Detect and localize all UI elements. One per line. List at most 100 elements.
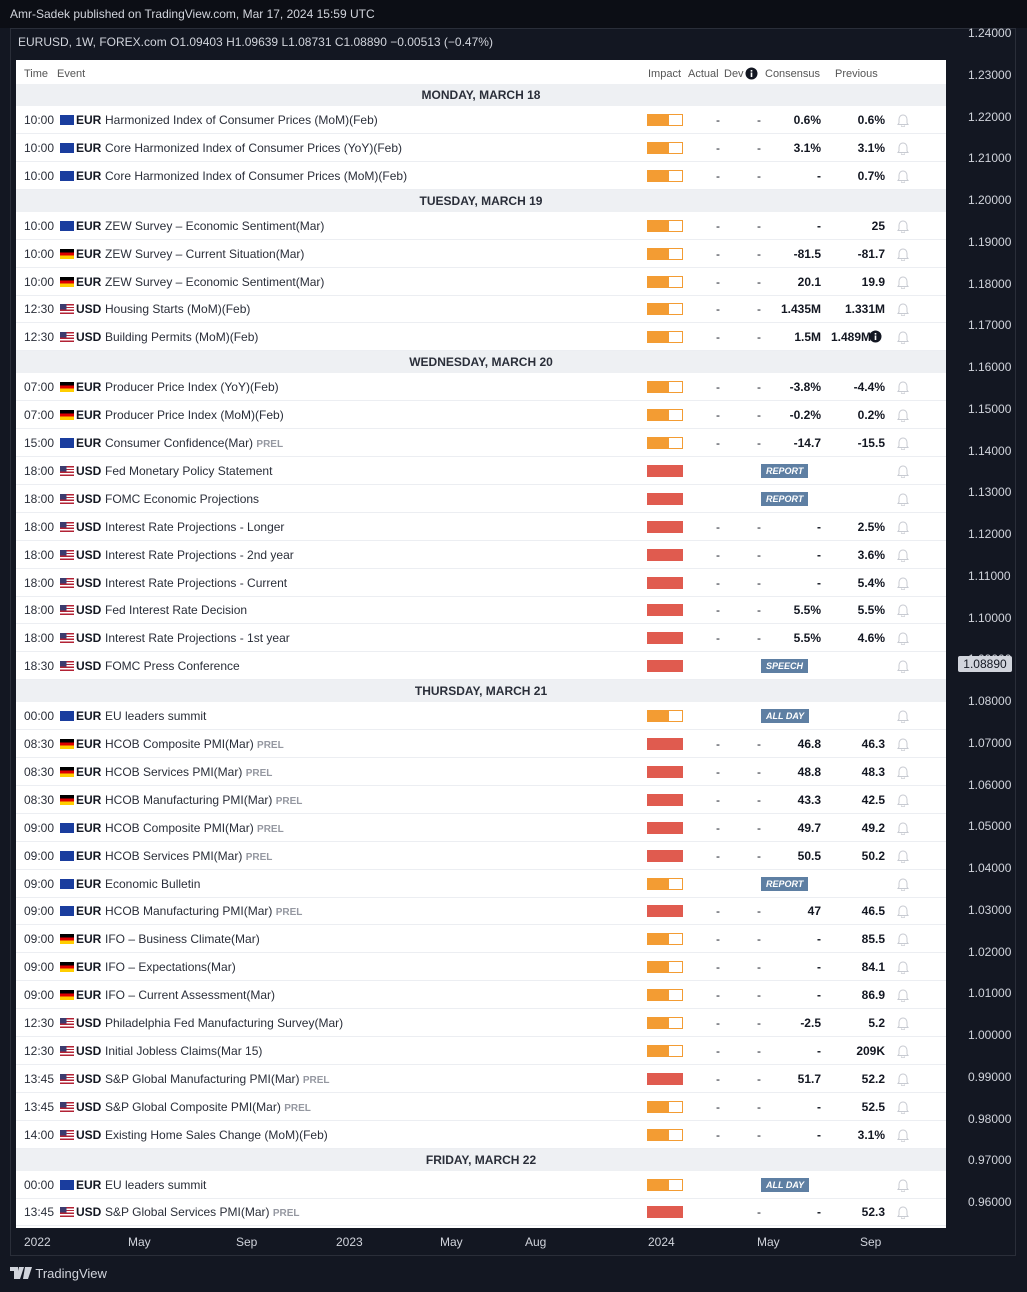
bell[interactable]: [897, 1073, 909, 1089]
event-row[interactable]: 18:30 USD FOMC Press Conference SPEECH: [16, 652, 946, 681]
event-row[interactable]: 00:00 EUR EU leaders summit ALL DAY: [16, 702, 946, 731]
event-row[interactable]: 00:00 EUR EU leaders summit ALL DAY: [16, 1171, 946, 1199]
bell[interactable]: [897, 409, 909, 425]
badge[interactable]: SPEECH: [761, 659, 809, 674]
bell[interactable]: [897, 660, 909, 676]
bell[interactable]: [897, 437, 909, 453]
bell[interactable]: [897, 114, 909, 130]
flag: [60, 661, 74, 672]
event-row[interactable]: 18:00 USD Interest Rate Projections - Long…: [16, 513, 946, 541]
event-row[interactable]: 18:00 USD Fed Interest Rate Decision - - 5.5%…: [16, 596, 946, 625]
badge[interactable]: REPORT: [761, 491, 809, 506]
event-row[interactable]: 18:00 USD Interest Rate Projections - 1st …: [16, 624, 946, 653]
currency: EUR: [76, 168, 102, 183]
event-row[interactable]: 08:30 EUR HCOB Services PMI(Mar) PREL - - 48.…: [16, 758, 946, 786]
event: ZEW Survey – Current Situation(Mar): [105, 247, 304, 261]
bell[interactable]: [897, 275, 909, 292]
bell[interactable]: [897, 170, 909, 186]
event-row[interactable]: 10:00 EUR ZEW Survey – Economic Sentiment(…: [16, 268, 946, 296]
bell[interactable]: [897, 1045, 909, 1061]
bell[interactable]: [897, 381, 909, 397]
dev: -: [757, 218, 761, 233]
bell[interactable]: [897, 1129, 909, 1145]
event-row[interactable]: 09:00 EUR HCOB Composite PMI(Mar) PREL - - 49…: [16, 814, 946, 842]
bell[interactable]: [897, 576, 909, 593]
bell[interactable]: [897, 493, 909, 509]
consensus: -: [817, 960, 821, 975]
badge[interactable]: REPORT: [761, 876, 809, 891]
event-row[interactable]: 10:00 EUR ZEW Survey – Current Situation(M…: [16, 240, 946, 268]
bell[interactable]: [897, 521, 909, 537]
event-name: HCOB Manufacturing PMI(Mar): [105, 792, 273, 807]
event-row[interactable]: 10:00 EUR ZEW Survey – Economic Sentiment(…: [16, 212, 946, 240]
event-row[interactable]: 08:30 EUR HCOB Manufacturing PMI(Mar) PREL…: [16, 786, 946, 814]
event-name: ZEW Survey – Economic Sentiment(Mar): [105, 274, 325, 289]
event-row[interactable]: 14:00 USD Existing Home Sales Change (MoM)…: [16, 1121, 946, 1149]
event-row[interactable]: 12:30 USD Housing Starts (MoM)(Feb) - - 1.435…: [16, 295, 946, 324]
consensus: -0.2%: [789, 408, 821, 423]
bell[interactable]: [897, 989, 909, 1005]
info-icon[interactable]: [745, 67, 758, 80]
bell[interactable]: [897, 1206, 909, 1222]
event-name: HCOB Services PMI(Mar): [105, 848, 243, 863]
consensus: 43.3: [797, 792, 821, 807]
bell[interactable]: [897, 794, 909, 810]
bell[interactable]: [897, 248, 909, 264]
event-row[interactable]: 13:45 USD S&P Global Composite PMI(Mar) PR…: [16, 1093, 946, 1121]
bell[interactable]: [897, 632, 909, 648]
event-row[interactable]: 07:00 EUR Producer Price Index (MoM)(Feb) -…: [16, 401, 946, 430]
bell[interactable]: [897, 1178, 909, 1195]
event-row[interactable]: 12:30 USD Building Permits (MoM)(Feb) - - 1.5…: [16, 323, 946, 352]
badge[interactable]: ALL DAY: [761, 709, 810, 724]
event-row[interactable]: 07:00 EUR Producer Price Index (YoY)(Feb) -…: [16, 373, 946, 402]
event-row[interactable]: 09:00 EUR Economic Bulletin REPORT: [16, 870, 946, 898]
bell[interactable]: [897, 465, 909, 481]
bell[interactable]: [897, 1017, 909, 1033]
event-row[interactable]: 10:00 EUR Core Harmonized Index of Consume…: [16, 162, 946, 190]
bell[interactable]: [897, 710, 909, 726]
bell[interactable]: [897, 877, 909, 894]
bell[interactable]: [897, 220, 909, 236]
event-row[interactable]: 09:00 EUR IFO – Business Climate(Mar) - - - 85…: [16, 925, 946, 954]
time: 00:00: [24, 1177, 55, 1192]
event-row[interactable]: 18:00 USD Interest Rate Projections - 2nd …: [16, 541, 946, 569]
badge[interactable]: ALL DAY: [761, 1177, 810, 1192]
event-row[interactable]: 09:00 EUR IFO – Current Assessment(Mar) - - -…: [16, 981, 946, 1010]
event-row[interactable]: 12:30 USD Initial Jobless Claims(Mar 15) - -…: [16, 1037, 946, 1065]
dev: -: [757, 113, 761, 127]
bell[interactable]: [897, 961, 909, 977]
bell[interactable]: [897, 738, 909, 754]
event-row[interactable]: 09:00 EUR HCOB Services PMI(Mar) PREL - - 50.…: [16, 842, 946, 870]
event-row[interactable]: 15:00 EUR Consumer Confidence(Mar) PREL - - -…: [16, 429, 946, 457]
publish-info: Amr-Sadek published on TradingView.com, …: [10, 7, 375, 21]
bell[interactable]: [897, 850, 909, 866]
bell[interactable]: [897, 822, 909, 838]
badge[interactable]: REPORT: [761, 463, 809, 478]
bell[interactable]: [897, 905, 909, 921]
bell[interactable]: [897, 303, 909, 319]
event-row[interactable]: 10:00 EUR Core Harmonized Index of Consume…: [16, 134, 946, 162]
bell[interactable]: [897, 1101, 909, 1117]
bell[interactable]: [897, 549, 909, 565]
price-label: 0.96000: [968, 1195, 1012, 1209]
event-row[interactable]: 18:00 USD FOMC Economic Projections REPORT: [16, 485, 946, 513]
event-row[interactable]: 13:45 USD S&P Global Manufacturing PMI(Mar…: [16, 1065, 946, 1093]
event-row[interactable]: 08:30 EUR HCOB Composite PMI(Mar) PREL - - 46…: [16, 730, 946, 758]
dev: -: [757, 1043, 761, 1058]
bell[interactable]: [897, 331, 909, 347]
bell[interactable]: [897, 604, 909, 620]
bell[interactable]: [897, 142, 909, 158]
event-row[interactable]: 18:00 USD Fed Monetary Policy Statement REP…: [16, 457, 946, 485]
event-row[interactable]: 13:45 USD S&P Global Services PMI(Mar) PRE…: [16, 1198, 946, 1227]
info-icon[interactable]: [869, 330, 882, 346]
event-row[interactable]: 09:00 EUR HCOB Manufacturing PMI(Mar) PREL…: [16, 897, 946, 926]
event-row[interactable]: 09:00 EUR IFO – Expectations(Mar) - - - 84.1: [16, 953, 946, 982]
bell[interactable]: [897, 933, 909, 949]
bell[interactable]: [897, 766, 909, 782]
event-row[interactable]: 18:00 USD Interest Rate Projections - Curr…: [16, 569, 946, 597]
event-row[interactable]: 12:30 USD Philadelphia Fed Manufacturing S…: [16, 1009, 946, 1037]
prel-tag: PREL: [245, 851, 273, 863]
event: HCOB Services PMI(Mar) PREL: [105, 849, 272, 865]
event-row[interactable]: 10:00 EUR Harmonized Index of Consumer Pri…: [16, 106, 946, 134]
